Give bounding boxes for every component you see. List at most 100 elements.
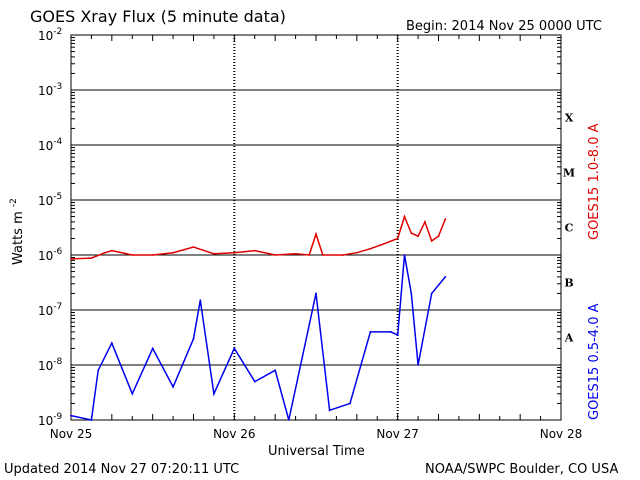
y-tick-label: 10-9 bbox=[38, 412, 63, 428]
flare-class-label: X bbox=[565, 112, 574, 125]
data-point-short bbox=[396, 334, 399, 336]
data-point-short bbox=[349, 402, 351, 405]
y-tick-base: 10 bbox=[38, 359, 53, 373]
data-point-long bbox=[192, 246, 195, 248]
legend-long: GOES15 1.0-8.0 A bbox=[587, 123, 602, 240]
y-tick-exponent: -6 bbox=[53, 247, 62, 257]
flare-class-label: A bbox=[564, 332, 574, 345]
begin-time: Begin: 2014 Nov 25 0000 UTC bbox=[406, 19, 602, 34]
y-tick-base: 10 bbox=[38, 414, 53, 428]
y-axis-label-exponent: -2 bbox=[9, 198, 19, 207]
y-tick-exponent: -7 bbox=[53, 302, 62, 312]
data-point-long bbox=[355, 251, 358, 254]
x-tick-label: Nov 27 bbox=[376, 427, 419, 441]
grid bbox=[71, 35, 561, 420]
chart-title: GOES Xray Flux (5 minute data) bbox=[30, 7, 286, 26]
y-tick-exponent: -4 bbox=[53, 137, 62, 147]
data-point-long bbox=[403, 215, 406, 218]
flare-class-label: M bbox=[563, 167, 575, 180]
data-point-short bbox=[90, 419, 93, 421]
y-tick-label: 10-8 bbox=[38, 357, 63, 373]
y-tick-base: 10 bbox=[38, 84, 53, 98]
data-point-long bbox=[294, 252, 297, 255]
x-tick-label: Nov 28 bbox=[540, 427, 583, 441]
updated-text: Updated 2014 Nov 27 07:20:11 UTC bbox=[4, 462, 239, 477]
y-tick-label: 10-3 bbox=[38, 82, 62, 98]
data-point-short bbox=[213, 392, 215, 395]
y-tick-label: 10-4 bbox=[38, 137, 63, 153]
data-point-long bbox=[423, 220, 426, 223]
flare-class-label: C bbox=[565, 222, 574, 235]
data-point-short bbox=[417, 364, 419, 366]
data-point-long bbox=[253, 249, 256, 252]
data-point-long bbox=[315, 233, 317, 235]
data-point-long bbox=[233, 251, 236, 254]
y-tick-label: 10-7 bbox=[38, 302, 62, 318]
y-axis-label: Watts m -2 bbox=[9, 198, 26, 265]
y-axis-label-text: Watts m bbox=[11, 211, 26, 265]
y-tick-label: 10-2 bbox=[38, 27, 62, 43]
data-point-short bbox=[233, 347, 236, 350]
data-point-long bbox=[396, 237, 399, 240]
data-point-long bbox=[410, 232, 413, 235]
data-point-long bbox=[369, 247, 372, 250]
data-point-long bbox=[104, 251, 106, 254]
data-point-long bbox=[70, 257, 72, 260]
legend-short: GOES15 0.5-4.0 A bbox=[587, 303, 602, 420]
data-point-long bbox=[213, 252, 215, 255]
y-tick-base: 10 bbox=[38, 29, 53, 43]
y-tick-exponent: -5 bbox=[53, 192, 62, 202]
data-point-short bbox=[430, 292, 433, 295]
data-point-short bbox=[131, 392, 134, 395]
series-line-short bbox=[70, 254, 446, 421]
y-tick-exponent: -8 bbox=[53, 357, 62, 367]
data-point-short bbox=[172, 385, 174, 388]
data-point-long bbox=[90, 257, 93, 259]
x-axis-label: Universal Time bbox=[268, 444, 365, 459]
series-group bbox=[70, 214, 447, 421]
data-point-long bbox=[383, 242, 385, 245]
data-point-long bbox=[110, 249, 113, 252]
data-point-long bbox=[342, 254, 345, 256]
y-tick-base: 10 bbox=[38, 194, 53, 208]
plot-frame bbox=[70, 34, 562, 421]
data-point-short bbox=[192, 337, 195, 340]
data-point-short bbox=[389, 330, 392, 333]
data-point-long bbox=[444, 218, 447, 220]
data-point-short bbox=[70, 414, 72, 417]
data-point-short bbox=[97, 369, 100, 372]
data-point-short bbox=[410, 292, 413, 295]
data-point-short bbox=[369, 330, 372, 333]
data-point-long bbox=[321, 254, 324, 256]
data-point-short bbox=[253, 380, 256, 383]
data-point-short bbox=[199, 299, 202, 302]
x-tick-label: Nov 25 bbox=[50, 427, 93, 441]
data-point-long bbox=[151, 254, 154, 256]
data-point-short bbox=[444, 275, 447, 278]
x-tick-label: Nov 26 bbox=[213, 427, 256, 441]
data-point-short bbox=[274, 369, 277, 372]
source-text: NOAA/SWPC Boulder, CO USA bbox=[425, 462, 618, 477]
data-point-short bbox=[287, 419, 290, 421]
data-point-short bbox=[110, 342, 113, 345]
y-tick-label: 10-6 bbox=[38, 247, 63, 263]
data-point-short bbox=[403, 254, 406, 256]
data-point-short bbox=[151, 347, 154, 350]
y-tick-base: 10 bbox=[38, 304, 53, 318]
data-point-long bbox=[430, 240, 433, 242]
data-point-long bbox=[274, 254, 277, 256]
data-point-short bbox=[328, 409, 331, 412]
y-tick-exponent: -9 bbox=[53, 412, 62, 422]
data-point-long bbox=[417, 235, 419, 238]
y-tick-label: 10-5 bbox=[38, 192, 62, 208]
data-point-short bbox=[315, 292, 317, 295]
series-line-long bbox=[70, 214, 446, 260]
y-tick-exponent: -2 bbox=[53, 27, 62, 37]
y-tick-exponent: -3 bbox=[53, 82, 62, 92]
y-tick-base: 10 bbox=[38, 139, 53, 153]
data-point-long bbox=[308, 254, 311, 256]
data-point-long bbox=[131, 254, 134, 256]
flare-class-label: B bbox=[564, 277, 573, 290]
